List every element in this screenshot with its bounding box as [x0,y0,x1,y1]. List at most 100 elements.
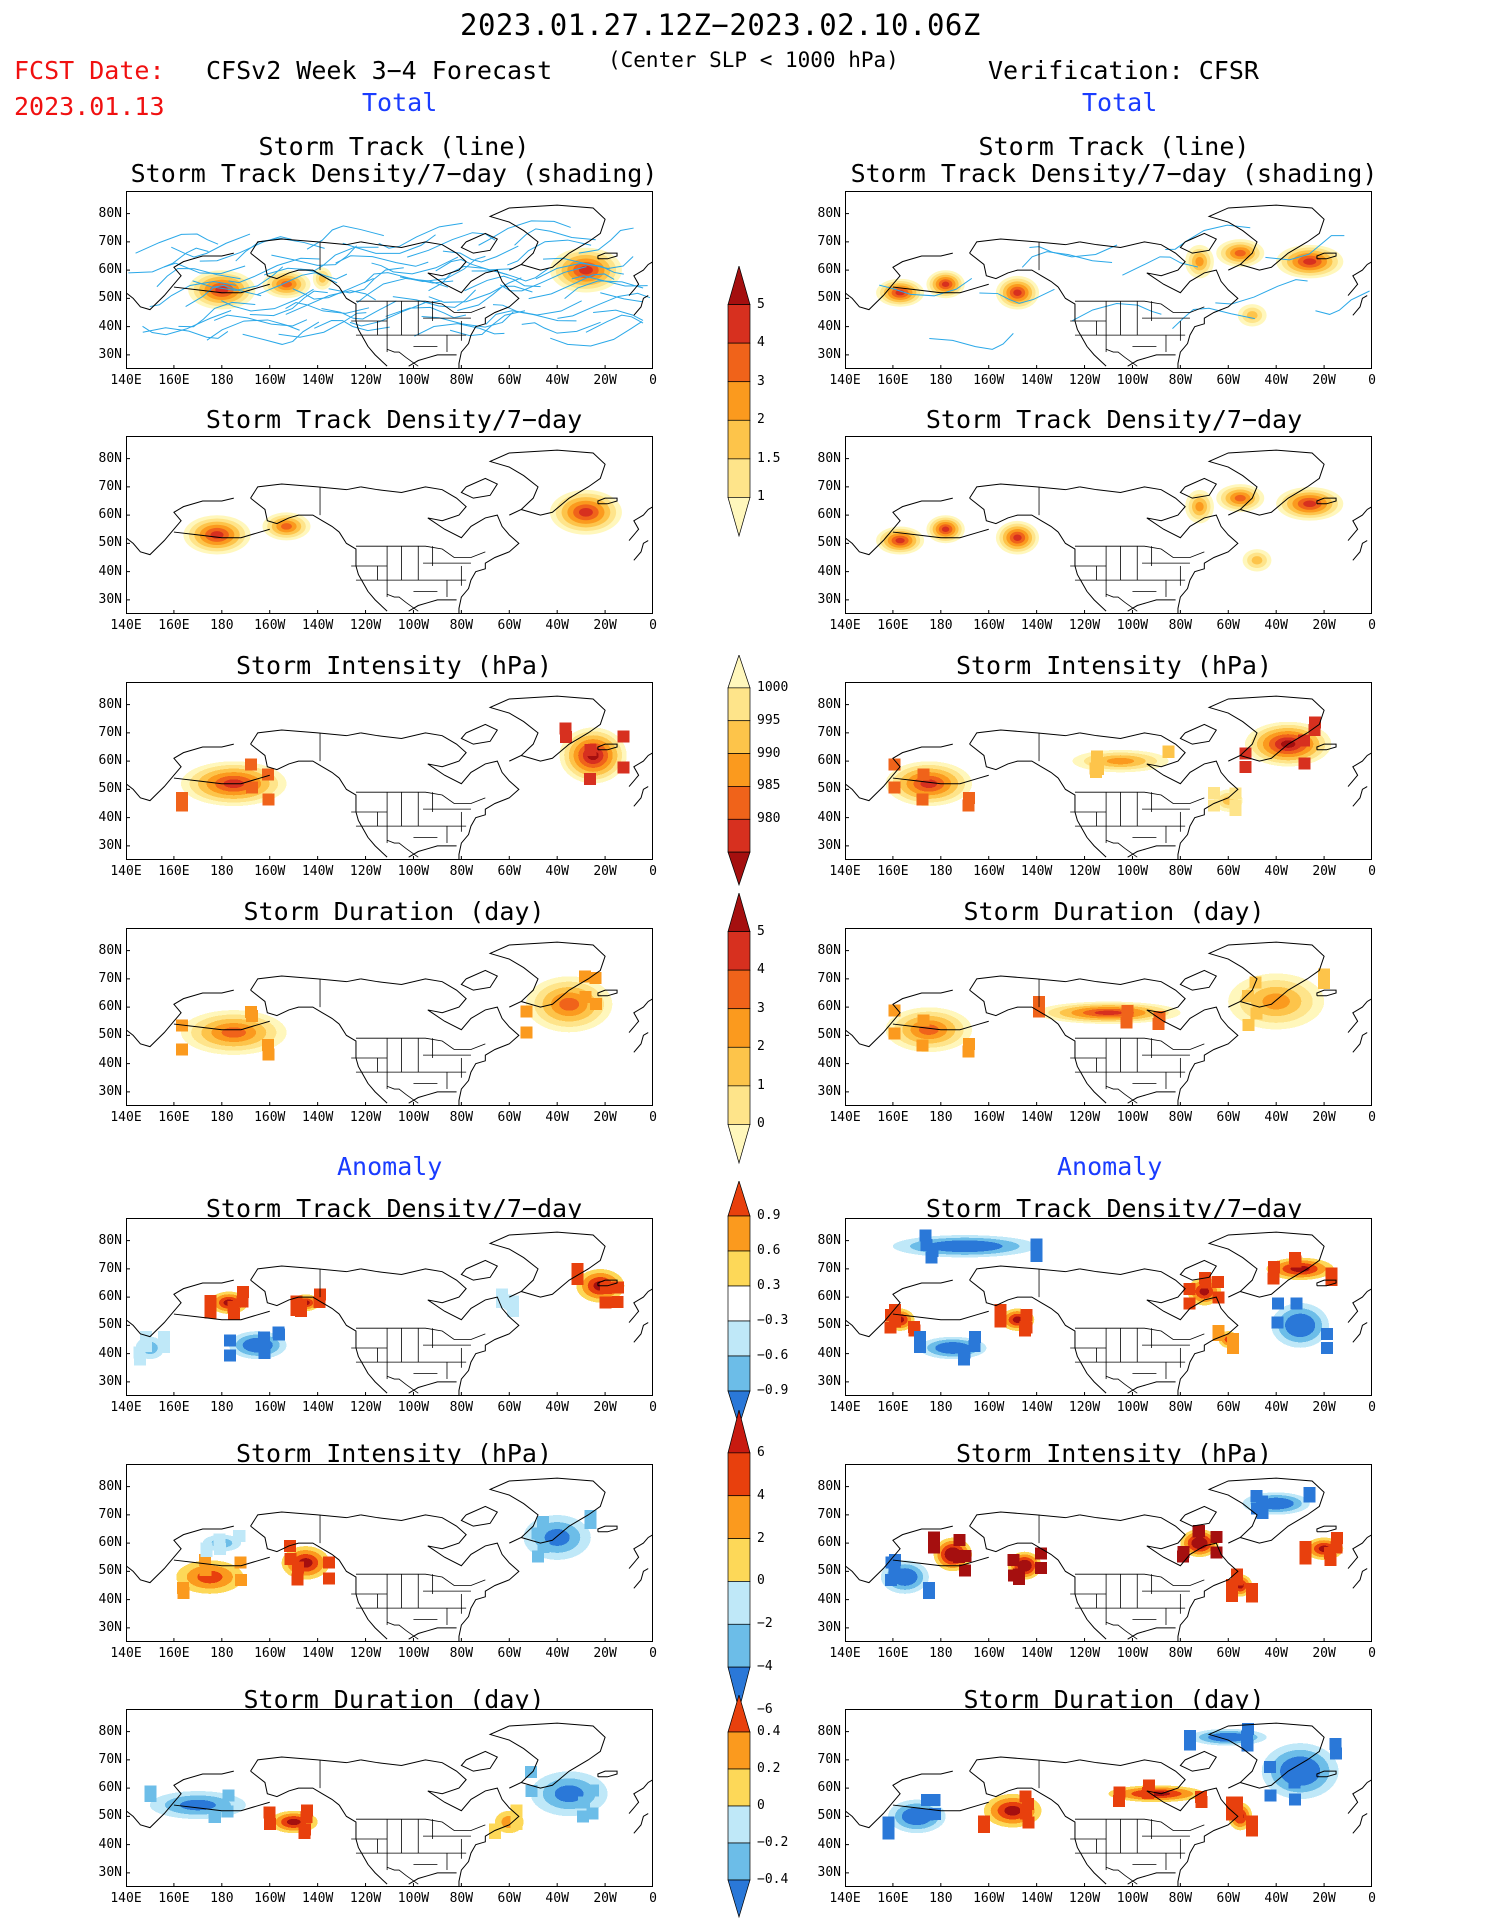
map-verification-track [845,191,1372,369]
lon-tick-label: 100W [1116,1110,1149,1125]
map-forecast-density-anom [126,1218,653,1396]
lat-tick-label: 30N [98,837,122,853]
section-total-left: Total [362,88,438,117]
lon-tick-label: 180 [210,864,234,879]
lat-tick-label: 40N [817,1591,841,1607]
lat-tick-label: 50N [98,535,122,551]
lon-tick-label: 60W [1216,1110,1240,1125]
map-canvas [845,928,1372,1106]
lon-tick-label: 140W [1020,1400,1053,1415]
lon-tick-label: 100W [1116,618,1149,633]
lon-tick-label: 160W [254,864,286,879]
colorbar-tick-label: 2 [757,412,765,428]
lon-tick-label: 100W [397,1891,430,1906]
lon-tick-label: 60W [497,618,521,633]
lon-tick-label: 80W [1168,864,1193,879]
lon-tick-label: 120W [349,1110,382,1125]
lon-tick-label: 0 [1368,618,1376,633]
lon-tick-label: 140W [1020,1110,1053,1125]
lon-tick-label: 160W [254,618,286,633]
lon-tick-label: 60W [497,864,521,879]
colorbar-tick-label: 1000 [757,679,789,695]
lat-tick-label: 80N [817,1723,841,1739]
lon-tick-label: 180 [929,618,953,633]
lon-tick-label: 0 [1368,1646,1376,1661]
map-verification-density [845,436,1372,614]
title-density-left: Storm Track Density/7−day [205,405,583,434]
map-canvas [845,1709,1372,1887]
lat-tick-label: 30N [817,591,841,607]
lon-tick-label: 140W [1020,618,1053,633]
map-canvas [845,191,1372,369]
colorbar-tick-label: −0.4 [757,1872,789,1887]
lat-tick-label: 80N [817,450,841,466]
lon-tick-label: 20W [593,1891,617,1906]
lon-tick-label: 160E [877,1110,909,1125]
lon-tick-label: 160E [158,1646,190,1661]
lon-tick-label: 140E [110,1646,142,1661]
colorbar-tick-label: 0 [757,1798,765,1813]
lon-tick-label: 160E [877,1646,909,1661]
lon-tick-label: 160E [158,864,190,879]
lon-tick-label: 160W [973,1400,1005,1415]
lon-tick-label: 180 [929,864,953,879]
lat-tick-label: 80N [98,450,122,466]
lat-tick-label: 40N [817,1345,841,1361]
lon-tick-label: 140E [110,1400,142,1415]
lat-tick-label: 30N [98,591,122,607]
lon-tick-label: 0 [1368,864,1376,879]
lat-tick-label: 80N [817,942,841,958]
lat-tick-label: 30N [817,1864,841,1880]
lat-tick-label: 70N [98,1260,122,1276]
lon-tick-label: 0 [1368,1891,1376,1906]
lat-tick-label: 50N [817,1317,841,1333]
lon-tick-label: 160E [877,618,909,633]
lon-tick-label: 140E [829,618,861,633]
lat-tick-label: 50N [98,1808,122,1824]
lat-tick-label: 50N [817,535,841,551]
lat-tick-label: 70N [98,478,122,494]
map-canvas [845,1464,1372,1642]
colorbar-tick-label: −4 [757,1659,773,1675]
colorbar-tick-label: 985 [757,778,781,794]
lon-tick-label: 180 [929,1400,953,1415]
lon-tick-label: 80W [1168,373,1193,388]
title-duration-anom-right: Storm Duration (day) [963,1685,1265,1714]
lat-tick-label: 70N [817,724,841,740]
lon-tick-label: 120W [1068,1400,1101,1415]
lat-tick-label: 80N [98,205,122,221]
title-track-line: Storm Track (line) [978,132,1250,161]
lon-tick-label: 100W [1116,1400,1149,1415]
lon-tick-label: 160E [877,373,909,388]
colorbar-tick-label: 5 [757,923,765,939]
lon-tick-label: 140W [301,864,334,879]
lon-tick-label: 180 [210,1400,234,1415]
lat-tick-label: 30N [98,1864,122,1880]
lat-tick-label: 80N [98,942,122,958]
lon-tick-label: 40W [545,1646,569,1661]
lon-tick-label: 40W [545,1891,569,1906]
colorbar-tick-label: 4 [757,335,765,351]
lat-tick-label: 60N [98,1780,122,1796]
map-verification-duration-anom [845,1709,1372,1887]
map-forecast-duration [126,928,653,1106]
lon-tick-label: 100W [397,373,430,388]
colorbar-tick-label: 3 [757,373,765,389]
lon-tick-label: 80W [1168,1400,1193,1415]
lon-tick-label: 60W [1216,864,1240,879]
lon-tick-label: 100W [1116,1646,1149,1661]
section-anomaly-right: Anomaly [1057,1152,1163,1181]
lon-tick-label: 80W [449,373,474,388]
lat-tick-label: 30N [817,1083,841,1099]
lat-tick-label: 50N [817,1027,841,1043]
lon-tick-label: 40W [545,618,569,633]
lon-tick-label: 60W [497,1110,521,1125]
lat-tick-label: 60N [817,753,841,769]
colorbar-tick-label: 990 [757,745,781,761]
lon-tick-label: 0 [1368,1110,1376,1125]
colorbar-tick-label: 0 [757,1116,765,1132]
lon-tick-label: 180 [929,373,953,388]
lon-tick-label: 20W [1312,1891,1336,1906]
lat-tick-label: 80N [817,205,841,221]
map-canvas [845,682,1372,860]
